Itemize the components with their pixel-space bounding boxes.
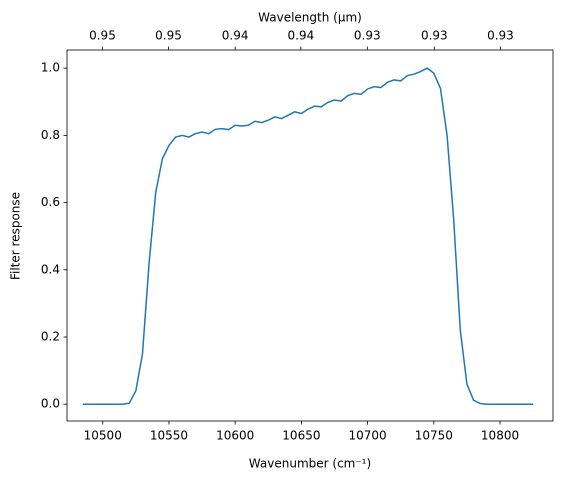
x2-tick-label: 0.94	[288, 29, 315, 43]
x2-tick-label: 0.95	[89, 29, 116, 43]
y-axis-label: Filter response	[9, 192, 23, 280]
plot-frame	[66, 49, 554, 422]
x2-tick-label: 0.93	[354, 29, 381, 43]
x-tick-label: 10700	[349, 429, 387, 443]
x2-tick-label: 0.94	[222, 29, 249, 43]
y-tick-label: 0.6	[41, 195, 60, 209]
y-tick-label: 0.4	[41, 262, 60, 276]
x-tick-label: 10600	[216, 429, 254, 443]
x2-tick-label: 0.95	[155, 29, 182, 43]
x-tick-label: 10500	[84, 429, 122, 443]
response-line	[82, 67, 534, 405]
y-tick-label: 0.2	[41, 329, 60, 343]
x2-tick-label: 0.93	[487, 29, 514, 43]
x-tick-label: 10650	[282, 429, 320, 443]
y-tick-label: 0.8	[41, 128, 60, 142]
x-axis-label: Wavenumber (cm⁻¹)	[249, 457, 371, 471]
x2-axis-label: Wavelength (μm)	[258, 11, 362, 25]
x-tick-label: 10550	[150, 429, 188, 443]
x-tick-label: 10800	[481, 429, 519, 443]
y-tick-label: 1.0	[41, 61, 60, 75]
y-tick-label: 0.0	[41, 397, 60, 411]
x2-tick-label: 0.93	[421, 29, 448, 43]
x-tick-label: 10750	[415, 429, 453, 443]
